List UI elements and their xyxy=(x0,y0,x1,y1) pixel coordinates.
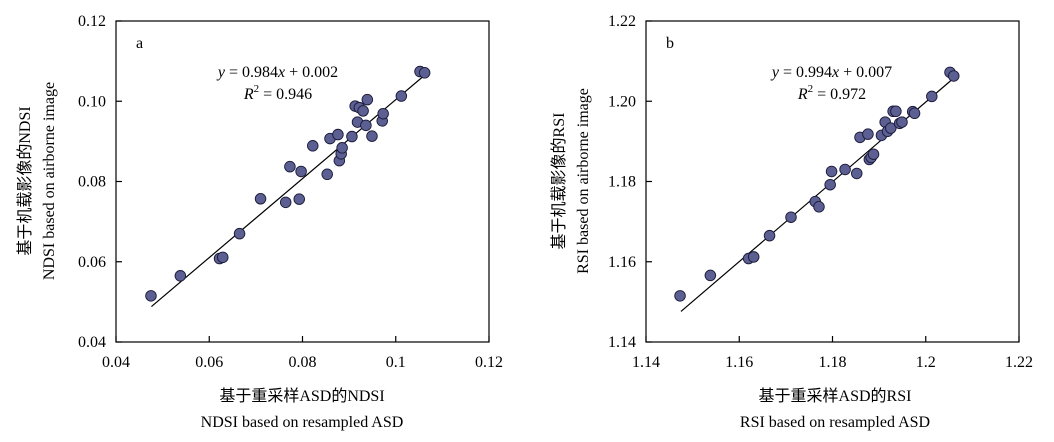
x-tick-label: 1.18 xyxy=(819,354,847,371)
x-tick-label: 1.22 xyxy=(1005,354,1033,371)
y-axis-title-cn: 基于机载影像的NDSI xyxy=(16,106,34,255)
data-point xyxy=(839,163,851,176)
y-tick-label: 1.22 xyxy=(608,13,636,30)
data-point xyxy=(284,160,296,173)
y-tick-label: 1.16 xyxy=(608,254,636,271)
x-tick-label: 0.12 xyxy=(475,354,503,371)
data-point xyxy=(763,229,776,242)
data-point xyxy=(233,227,246,240)
data-point xyxy=(360,119,372,132)
r-squared: R2 = 0.946 xyxy=(243,83,312,103)
y-axis-title-cn: 基于机载影像的RSI xyxy=(550,113,568,250)
data-point xyxy=(747,251,760,263)
x-axis-title-en: NDSI based on resampled ASD xyxy=(201,414,404,431)
x-tick-label: 1.16 xyxy=(725,354,753,371)
data-point xyxy=(867,148,880,160)
data-point xyxy=(145,290,157,302)
y-tick-label: 1.18 xyxy=(608,174,636,191)
data-point xyxy=(947,70,960,82)
data-point xyxy=(174,270,187,282)
data-point xyxy=(825,165,838,178)
data-point xyxy=(254,193,267,205)
data-point xyxy=(418,67,431,79)
data-point xyxy=(217,251,229,264)
y-tick-label: 0.10 xyxy=(78,93,106,110)
data-point xyxy=(824,178,836,191)
data-point xyxy=(293,193,305,205)
data-point xyxy=(336,142,348,154)
x-tick-label: 1.2 xyxy=(916,354,936,371)
x-tick-label: 0.08 xyxy=(289,354,317,371)
data-point xyxy=(395,90,408,102)
x-tick-label: 0.04 xyxy=(102,354,130,371)
data-point xyxy=(862,128,874,140)
data-point xyxy=(307,140,319,152)
data-point xyxy=(850,167,863,180)
x-tick-label: 1.14 xyxy=(632,354,660,371)
panel-label: a xyxy=(136,35,143,52)
panel-label: b xyxy=(666,35,674,52)
data-point xyxy=(366,130,378,142)
data-point xyxy=(813,201,825,213)
regression-equation: y = 0.994x + 0.007 xyxy=(770,64,892,81)
data-point xyxy=(295,165,307,178)
y-tick-label: 0.06 xyxy=(78,254,106,271)
data-point xyxy=(357,105,369,117)
panel-a: 0.04 0.06 0.08 0.1 0.12 0.04 0.06 0.08 0.10 0.12 … xyxy=(16,13,503,431)
scatter-chart-a: 0.04 0.06 0.08 0.1 0.120.040.060.080.100.12 … xyxy=(16,13,503,431)
x-axis-title-cn: 基于重采样ASD的NDSI xyxy=(219,387,384,405)
data-point xyxy=(674,290,686,302)
y-tick-label: 0.12 xyxy=(78,13,106,30)
y-axis-title-en: RSI based on airborne image xyxy=(575,88,592,274)
data-point xyxy=(926,90,938,103)
y-tick-label: 1.20 xyxy=(608,93,636,110)
y-tick-label: 1.14 xyxy=(608,334,636,351)
x-axis-title-en: RSI based on resampled ASD xyxy=(740,414,930,431)
data-point xyxy=(896,116,908,128)
data-point xyxy=(377,107,389,120)
panel-b: 1.14 1.16 1.18 1.2 1.22 1.14 1.16 1.18 1.20 1.22 … xyxy=(527,0,1054,442)
data-point xyxy=(890,105,902,118)
y-tick-label: 0.04 xyxy=(78,334,106,351)
data-point xyxy=(885,122,897,134)
x-tick-label: 0.06 xyxy=(195,354,223,371)
data-point xyxy=(785,211,797,223)
scatter-chart-b: 1.14 1.16 1.18 1.2 1.221.141.161.181.201.22 … xyxy=(550,13,1033,431)
regression-equation: y = 0.984x + 0.002 xyxy=(216,64,338,81)
y-tick-label: 0.08 xyxy=(78,174,106,191)
x-axis-title-cn: 基于重采样ASD的RSI xyxy=(759,387,912,405)
data-point xyxy=(279,196,292,209)
data-point xyxy=(346,130,358,143)
x-tick-label: 0.1 xyxy=(386,354,406,371)
y-axis-title-en: NDSI based on airborne image xyxy=(41,82,58,280)
r-squared: R2 = 0.972 xyxy=(797,83,866,103)
data-point xyxy=(361,93,374,106)
data-point xyxy=(704,269,717,282)
data-point xyxy=(908,107,921,120)
data-point xyxy=(321,168,333,181)
data-point xyxy=(332,128,344,141)
